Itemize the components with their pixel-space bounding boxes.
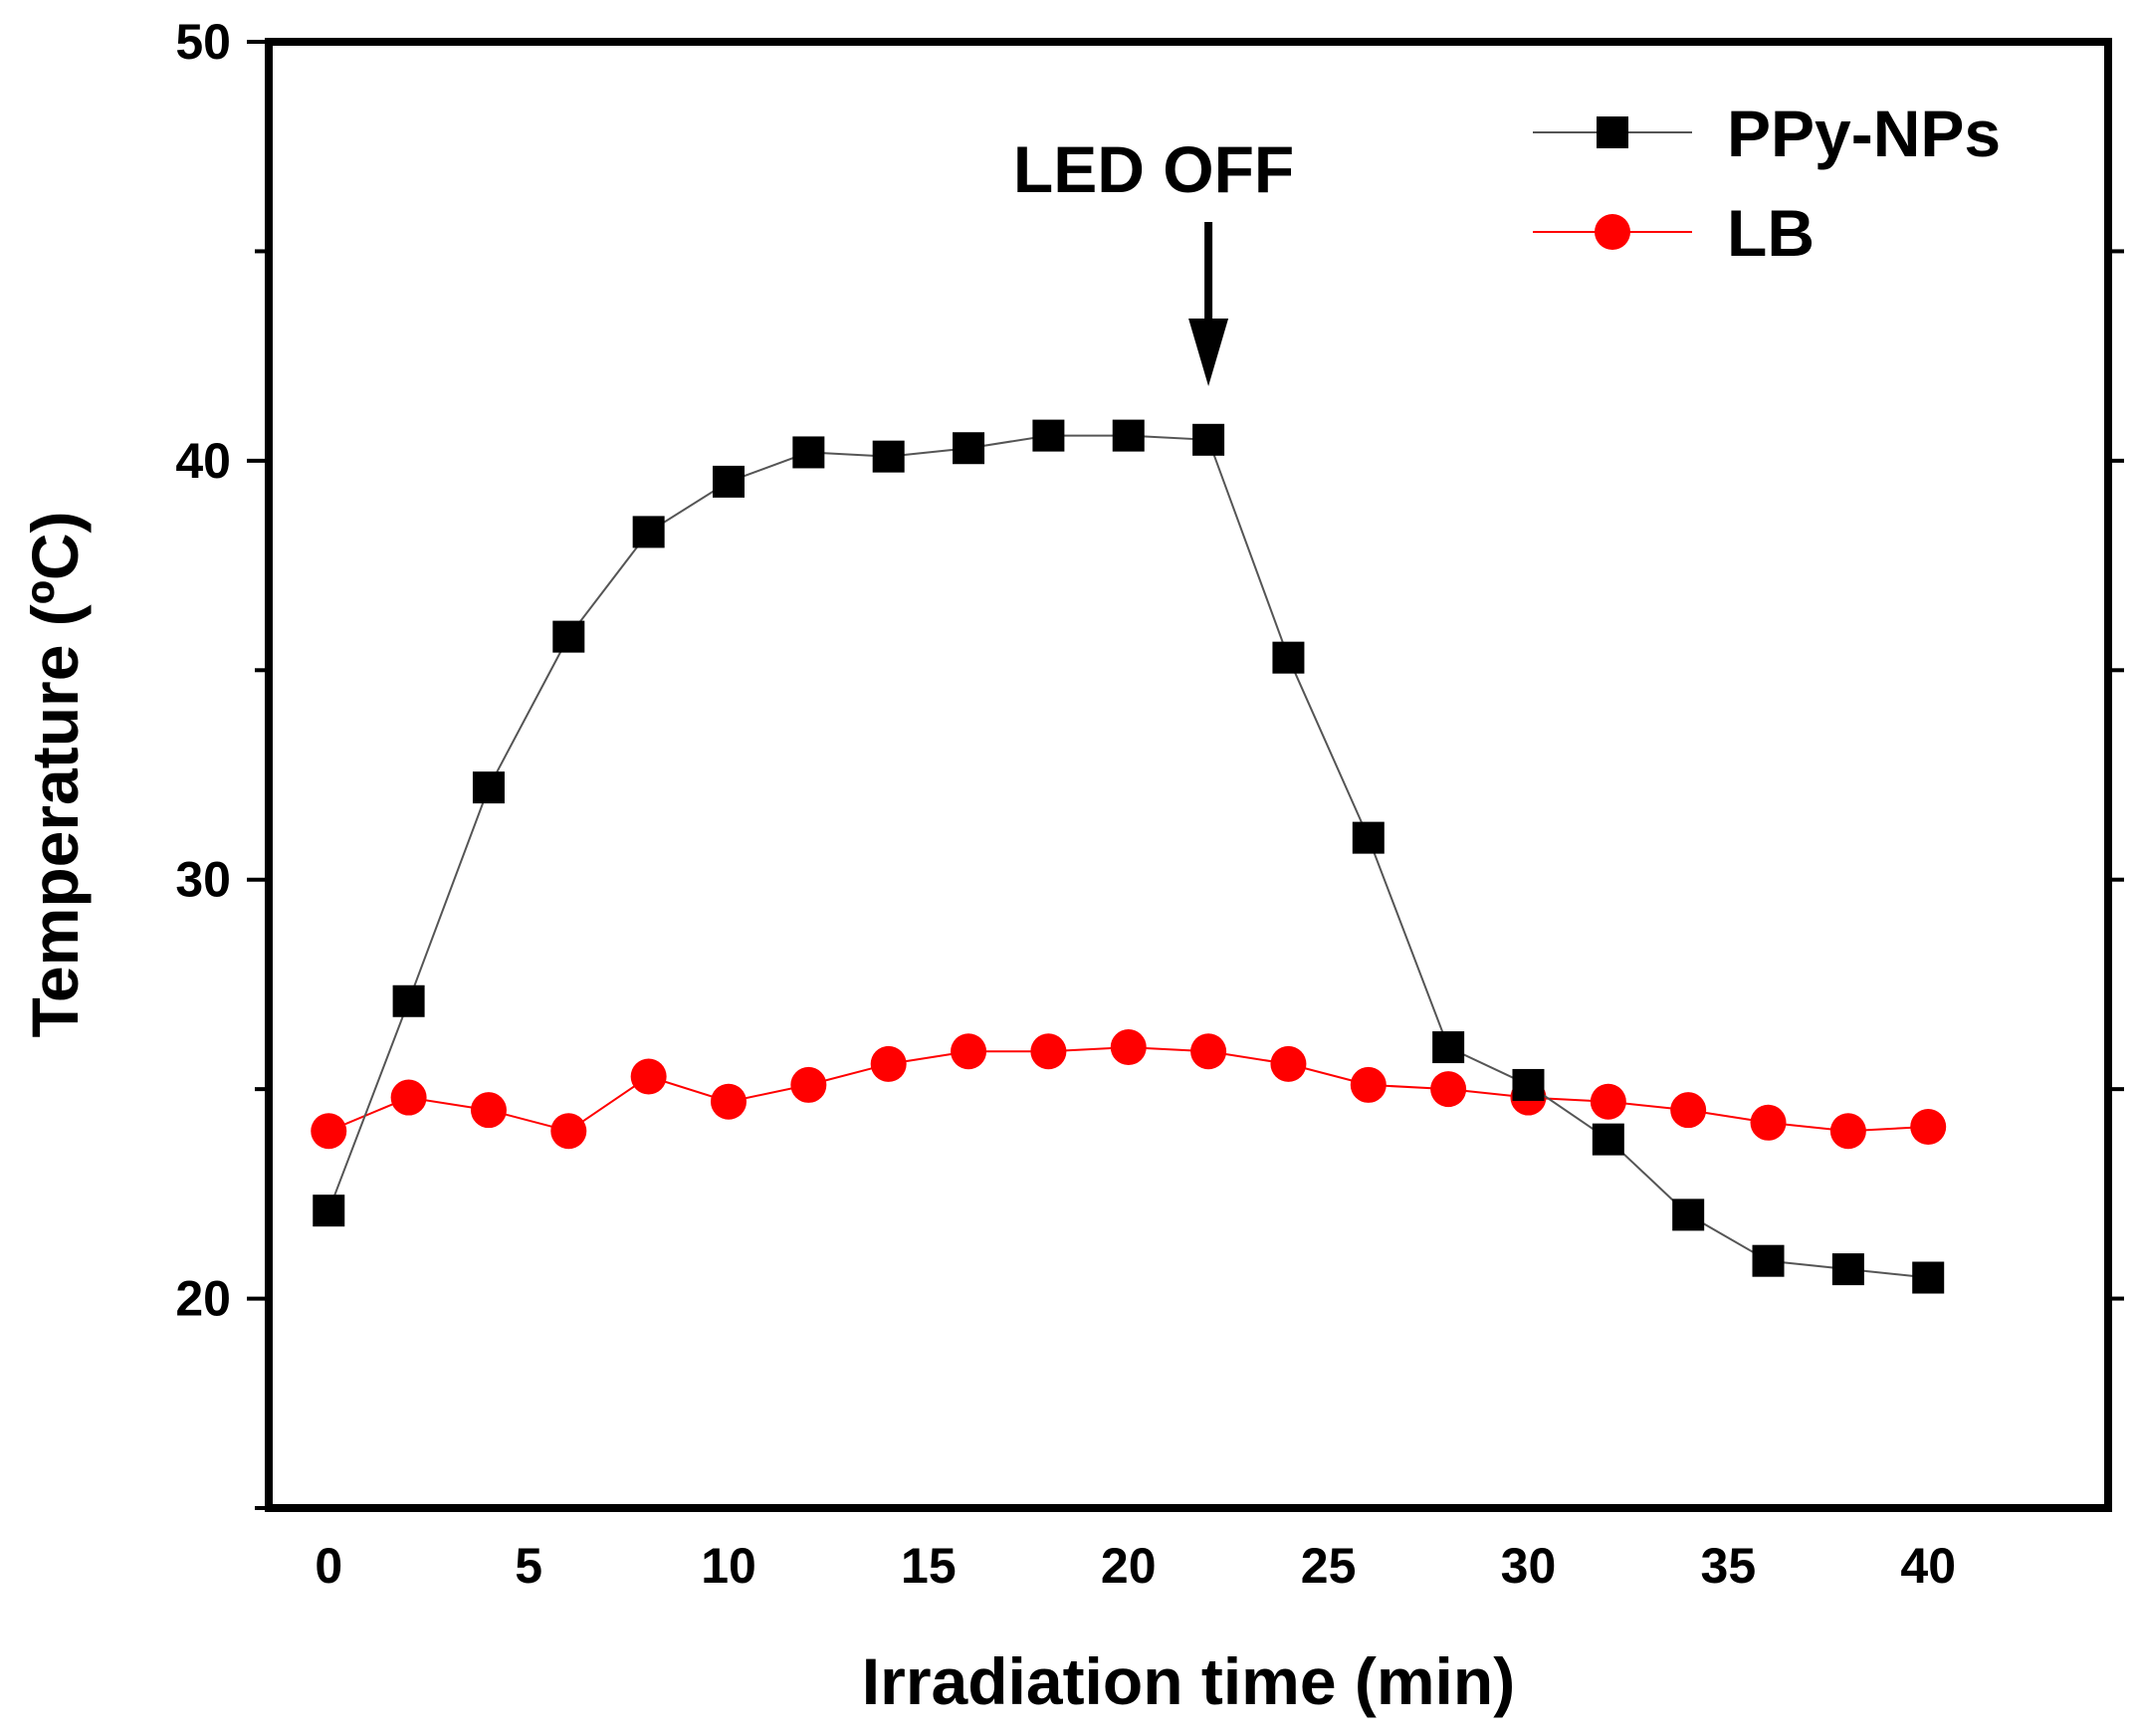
annotation-arrow-head: [1188, 319, 1229, 386]
data-point: [1112, 419, 1145, 452]
data-point: [1750, 1104, 1787, 1141]
data-point: [1192, 423, 1225, 456]
data-point: [951, 1033, 987, 1070]
x-tick-label: 40: [1900, 1538, 1956, 1594]
data-point: [1910, 1109, 1947, 1146]
data-point: [550, 1113, 587, 1150]
data-point: [1670, 1092, 1707, 1129]
y-tick-label: 40: [175, 433, 231, 489]
data-point: [632, 516, 665, 548]
series-lb: [311, 1029, 1947, 1150]
data-point: [711, 1083, 747, 1120]
data-point: [472, 771, 505, 804]
x-tick-label: 10: [701, 1538, 756, 1594]
data-point: [1350, 1066, 1387, 1103]
data-point: [1430, 1071, 1467, 1108]
annotation-led-off: LED OFF: [1013, 132, 1294, 386]
data-point: [1590, 1083, 1626, 1120]
data-point: [790, 1066, 827, 1103]
data-point: [630, 1058, 667, 1095]
data-point: [1030, 1033, 1067, 1070]
data-point: [390, 1079, 427, 1116]
data-point: [872, 440, 905, 473]
x-tick-label: 0: [315, 1538, 342, 1594]
data-point: [1272, 641, 1305, 674]
x-tick-label: 5: [515, 1538, 542, 1594]
x-tick-label: 25: [1301, 1538, 1357, 1594]
x-tick-label: 20: [1101, 1538, 1157, 1594]
y-tick-label: 30: [175, 852, 231, 908]
data-point: [1512, 1068, 1545, 1101]
data-point: [311, 1113, 347, 1150]
data-point: [1110, 1029, 1147, 1066]
legend-ppy-label: PPy-NPs: [1727, 97, 2001, 170]
data-point: [1752, 1244, 1785, 1277]
data-point: [1032, 419, 1065, 452]
legend-ppy-marker: [1597, 116, 1628, 148]
data-point: [552, 620, 585, 653]
data-point: [953, 432, 985, 465]
series-layer: [311, 419, 1947, 1294]
data-point: [713, 465, 745, 498]
x-tick-label: 35: [1701, 1538, 1757, 1594]
x-tick-label: 30: [1501, 1538, 1557, 1594]
y-axis-ticks: 20 30 40 50: [175, 14, 2124, 1510]
x-axis-title: Irradiation time (min): [862, 1644, 1515, 1718]
data-point: [870, 1045, 907, 1082]
data-point: [313, 1194, 345, 1227]
legend: PPy-NPs LB: [1533, 97, 2001, 270]
data-point: [1831, 1253, 1864, 1286]
data-point: [1432, 1031, 1465, 1064]
data-point: [1270, 1045, 1307, 1082]
data-point: [1592, 1123, 1624, 1156]
x-axis-ticks: 0 5 10 15 20 25 30 35 40: [315, 1538, 1956, 1594]
y-tick-label: 20: [175, 1271, 231, 1327]
legend-lb-marker: [1595, 214, 1630, 250]
data-point: [1912, 1261, 1945, 1294]
legend-lb-label: LB: [1727, 196, 1815, 270]
x-tick-label: 15: [901, 1538, 957, 1594]
y-axis-title: Temperature (ºC): [18, 512, 92, 1038]
data-point: [1352, 821, 1385, 854]
data-point: [1672, 1198, 1705, 1231]
data-point: [792, 436, 825, 469]
data-point: [1829, 1113, 1866, 1150]
data-point: [470, 1092, 507, 1129]
data-point: [392, 984, 425, 1017]
series-line: [327, 434, 1929, 1279]
plot-frame: [265, 38, 2112, 1512]
data-point: [1190, 1033, 1227, 1070]
series-ppy-nps: [313, 419, 1945, 1294]
annotation-label: LED OFF: [1013, 132, 1294, 206]
y-tick-label: 50: [175, 14, 231, 70]
